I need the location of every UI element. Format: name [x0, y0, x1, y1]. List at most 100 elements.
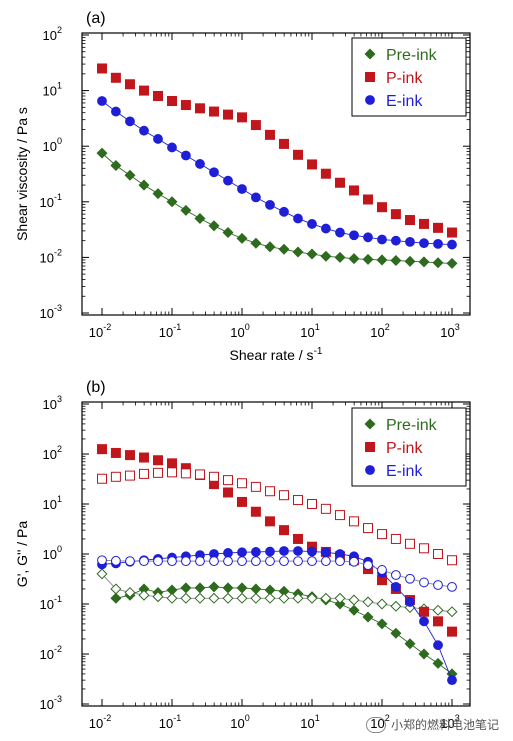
x-tick-label: 100	[230, 713, 249, 731]
data-point	[376, 254, 388, 266]
data-point	[265, 556, 275, 567]
data-point	[433, 549, 444, 559]
x-tick-exponent: 0	[245, 713, 250, 723]
data-point	[377, 202, 387, 213]
data-point	[195, 556, 205, 567]
data-point	[404, 538, 415, 549]
data-point	[418, 606, 429, 617]
data-point	[307, 499, 317, 509]
data-point	[390, 627, 402, 639]
data-point	[264, 516, 275, 527]
data-point	[348, 516, 359, 527]
data-point	[223, 175, 233, 186]
data-point	[194, 582, 206, 594]
data-point	[363, 232, 373, 243]
y-tick-exponent: 2	[57, 25, 62, 35]
y-axis-label: G', G'' / Pa	[14, 521, 30, 588]
data-point	[334, 598, 346, 610]
data-point	[377, 234, 387, 245]
chart-panel-a: (a)10-2 10-1 100 101 102 10310-310-210-110010…	[14, 10, 471, 363]
data-point	[390, 600, 402, 612]
data-point	[180, 468, 191, 479]
data-point	[110, 583, 122, 595]
data-point	[153, 90, 164, 101]
data-point	[404, 255, 416, 267]
data-point	[167, 96, 177, 107]
data-point	[223, 109, 234, 120]
data-point	[447, 581, 457, 592]
legend: Pre-ink P-ink E-ink	[351, 407, 467, 487]
series-line	[101, 550, 453, 681]
data-point	[97, 473, 107, 484]
data-point	[111, 106, 121, 117]
legend-label: P-ink	[386, 440, 423, 457]
data-point	[418, 648, 430, 660]
series-e-ink-filled	[97, 96, 457, 250]
data-point	[278, 243, 290, 255]
data-point	[391, 581, 401, 592]
data-point	[447, 626, 457, 637]
y-tick-label: 102	[43, 25, 62, 43]
legend-marker	[364, 48, 376, 60]
data-point	[194, 213, 206, 225]
data-point	[209, 167, 219, 178]
x-tick-exponent: 2	[385, 713, 390, 723]
legend-label: Pre-ink	[386, 417, 438, 434]
data-point	[293, 546, 303, 556]
data-point	[124, 169, 136, 181]
data-point	[348, 604, 360, 616]
y-tick-label: 100	[43, 136, 62, 154]
x-tick-exponent: 2	[385, 322, 390, 332]
data-point	[236, 592, 248, 604]
data-point	[251, 192, 261, 203]
x-tick-exponent: 3	[455, 713, 460, 723]
data-point	[349, 556, 359, 567]
y-tick-exponent: 0	[57, 136, 62, 146]
data-point	[293, 533, 304, 544]
data-point	[138, 85, 149, 96]
data-point	[208, 581, 220, 593]
data-point	[110, 159, 122, 171]
legend-label: P-ink	[386, 70, 423, 87]
plot-frame	[81, 32, 471, 316]
data-point	[320, 168, 331, 179]
data-point	[97, 555, 107, 566]
legend-marker	[365, 465, 375, 475]
data-point	[334, 592, 346, 604]
data-point	[321, 556, 331, 567]
series-p-ink-filled	[97, 63, 457, 238]
legend-marker	[365, 442, 375, 452]
data-point	[138, 179, 150, 191]
data-point	[362, 611, 374, 623]
data-point	[180, 592, 192, 604]
x-tick-label: 10-1	[159, 713, 181, 731]
y-tick-label: 10-2	[40, 644, 62, 662]
data-point	[432, 657, 444, 669]
y-tick-exponent: -3	[54, 694, 62, 704]
data-point	[446, 606, 458, 618]
legend-label: Pre-ink	[386, 47, 438, 64]
legend-marker	[364, 418, 376, 430]
data-point	[362, 596, 374, 608]
data-point	[264, 241, 276, 253]
data-point	[167, 142, 177, 153]
data-point	[180, 204, 192, 216]
y-tick-label: 100	[43, 544, 62, 562]
data-point	[97, 96, 107, 106]
data-point	[250, 592, 262, 604]
data-point	[348, 185, 359, 196]
data-point	[418, 256, 430, 268]
x-axis-label: Strain / %	[246, 738, 307, 741]
data-point	[250, 506, 261, 517]
data-point	[208, 106, 219, 117]
x-tick-exponent: -2	[103, 713, 111, 723]
data-point	[405, 237, 415, 247]
x-tick-label: 101	[300, 713, 319, 731]
data-point	[153, 455, 164, 466]
data-point	[97, 63, 107, 74]
data-point	[321, 547, 331, 558]
data-point	[447, 555, 457, 566]
data-point	[208, 471, 219, 482]
data-point	[419, 616, 429, 627]
